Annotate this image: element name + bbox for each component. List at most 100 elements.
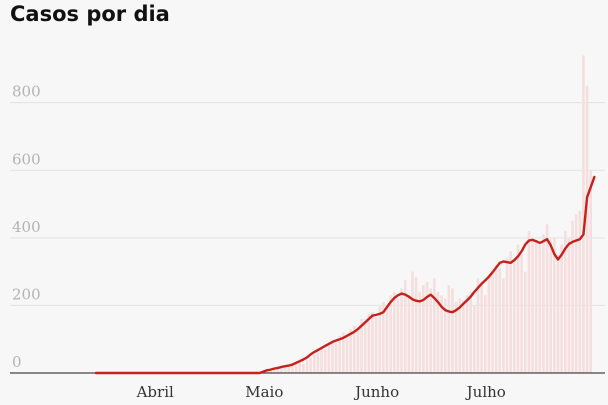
bar <box>538 244 542 373</box>
x-tick-label: Maio <box>245 383 283 401</box>
bar <box>389 295 392 373</box>
bar <box>451 288 454 373</box>
y-tick-label: 0 <box>12 353 22 371</box>
bar <box>422 285 425 373</box>
bar <box>469 291 472 373</box>
bar <box>582 55 585 373</box>
bar <box>476 278 480 373</box>
bar <box>491 271 494 373</box>
bar <box>567 237 571 373</box>
bar <box>553 237 556 373</box>
bar <box>374 317 378 373</box>
bar <box>298 361 301 373</box>
bar <box>480 285 483 373</box>
bar <box>323 349 327 373</box>
bar <box>316 352 320 373</box>
bar <box>545 224 549 373</box>
bar <box>458 298 462 373</box>
x-tick-label: Julho <box>465 383 506 401</box>
bar <box>414 276 418 373</box>
x-tick-label: Junho <box>353 383 399 401</box>
bar <box>280 368 283 373</box>
x-tick-label: Abril <box>136 383 174 401</box>
y-tick-label: 200 <box>12 285 41 303</box>
bar <box>440 295 443 373</box>
bar <box>542 234 545 373</box>
bar <box>560 244 563 373</box>
bar <box>527 231 531 373</box>
bar <box>454 302 458 373</box>
bar <box>513 261 516 373</box>
bar <box>312 354 316 373</box>
bar <box>571 220 574 373</box>
bar <box>473 305 476 373</box>
bar <box>276 369 280 373</box>
bar <box>385 307 389 373</box>
bar <box>400 288 403 373</box>
bar <box>534 241 538 373</box>
bar <box>487 275 491 373</box>
bar <box>443 298 447 373</box>
bar <box>447 285 451 373</box>
bar <box>378 305 382 373</box>
bar <box>556 254 560 373</box>
bar <box>462 300 465 373</box>
bar <box>269 370 272 373</box>
bar <box>360 318 363 373</box>
bar <box>345 337 349 373</box>
bar <box>403 280 407 373</box>
bar <box>265 371 269 373</box>
bar <box>425 281 429 373</box>
bar <box>509 251 512 373</box>
bar <box>407 295 411 373</box>
bar <box>574 214 578 373</box>
bar <box>396 298 400 373</box>
bar <box>334 342 338 373</box>
y-tick-label: 600 <box>12 150 41 168</box>
bar <box>411 271 414 373</box>
bar <box>353 325 356 373</box>
bar <box>549 239 552 373</box>
bar <box>531 237 534 373</box>
bar <box>272 370 276 373</box>
bar <box>436 291 440 373</box>
bar <box>356 330 360 373</box>
bar <box>520 254 523 373</box>
bar <box>465 295 469 373</box>
bar <box>287 366 291 373</box>
bar <box>367 313 371 373</box>
y-tick-label: 400 <box>12 218 41 236</box>
bar <box>418 291 422 373</box>
bar <box>371 312 374 373</box>
bar <box>563 231 567 373</box>
bar <box>349 329 352 373</box>
bar <box>585 85 589 373</box>
bar <box>283 366 287 373</box>
bar <box>320 347 323 373</box>
bar <box>505 258 509 373</box>
bar <box>494 264 498 373</box>
series-line <box>94 175 596 375</box>
bar <box>382 302 385 373</box>
bar <box>589 170 592 373</box>
bar <box>294 362 298 373</box>
bar <box>498 268 502 373</box>
bar <box>305 359 309 373</box>
bar <box>309 357 312 373</box>
bar <box>393 291 396 373</box>
bar <box>342 332 345 373</box>
bar <box>502 278 505 373</box>
bar <box>429 288 432 373</box>
bar <box>483 295 487 373</box>
bar <box>363 322 367 373</box>
bar <box>578 210 582 373</box>
bar <box>291 364 294 373</box>
chart-title: Casos por dia <box>10 2 170 26</box>
bar <box>302 363 305 373</box>
bar <box>433 278 436 373</box>
bar <box>516 244 520 373</box>
bar <box>327 344 331 373</box>
y-tick-label: 800 <box>12 83 41 101</box>
